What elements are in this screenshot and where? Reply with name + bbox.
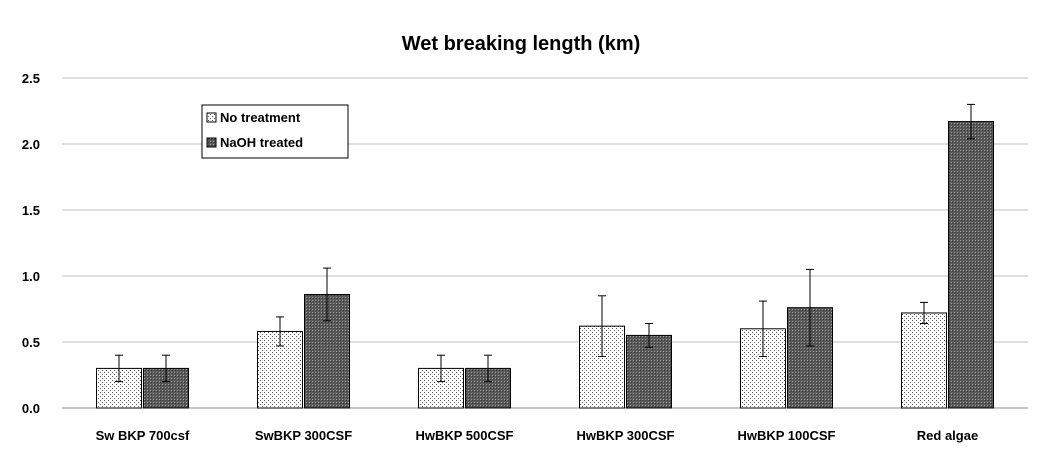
error-bars <box>115 103 975 383</box>
legend: No treatment NaOH treated <box>201 104 349 159</box>
legend-box <box>201 104 349 159</box>
x-tick-label: HwBKP 300CSF <box>576 428 674 443</box>
x-tick-label: Sw BKP 700csf <box>96 428 190 443</box>
chart-title: Wet breaking length (km) <box>402 33 641 55</box>
bar-naoh-treated <box>948 121 994 409</box>
bars <box>96 121 994 409</box>
y-tick-label: 2.0 <box>22 137 40 152</box>
x-tick-label: HwBKP 500CSF <box>415 428 513 443</box>
y-axis-ticks: 0.0 0.5 1.0 1.5 2.0 2.5 <box>22 71 40 416</box>
bar-no-treatment <box>901 312 947 409</box>
x-axis-ticks: Sw BKP 700csf SwBKP 300CSF HwBKP 500CSF HwB… <box>96 428 979 443</box>
legend-swatch-naoh-treated <box>206 137 217 148</box>
legend-label-no-treatment: No treatment <box>220 110 301 125</box>
legend-label-naoh-treated: NaOH treated <box>220 135 303 150</box>
x-tick-label: Red algae <box>917 428 978 443</box>
x-tick-label: HwBKP 100CSF <box>737 428 835 443</box>
x-tick-label: SwBKP 300CSF <box>255 428 352 443</box>
y-tick-label: 1.0 <box>22 269 40 284</box>
y-tick-label: 0.0 <box>22 401 40 416</box>
legend-swatch-no-treatment <box>206 112 217 123</box>
y-tick-label: 2.5 <box>22 71 40 86</box>
y-tick-label: 0.5 <box>22 335 40 350</box>
y-tick-label: 1.5 <box>22 203 40 218</box>
